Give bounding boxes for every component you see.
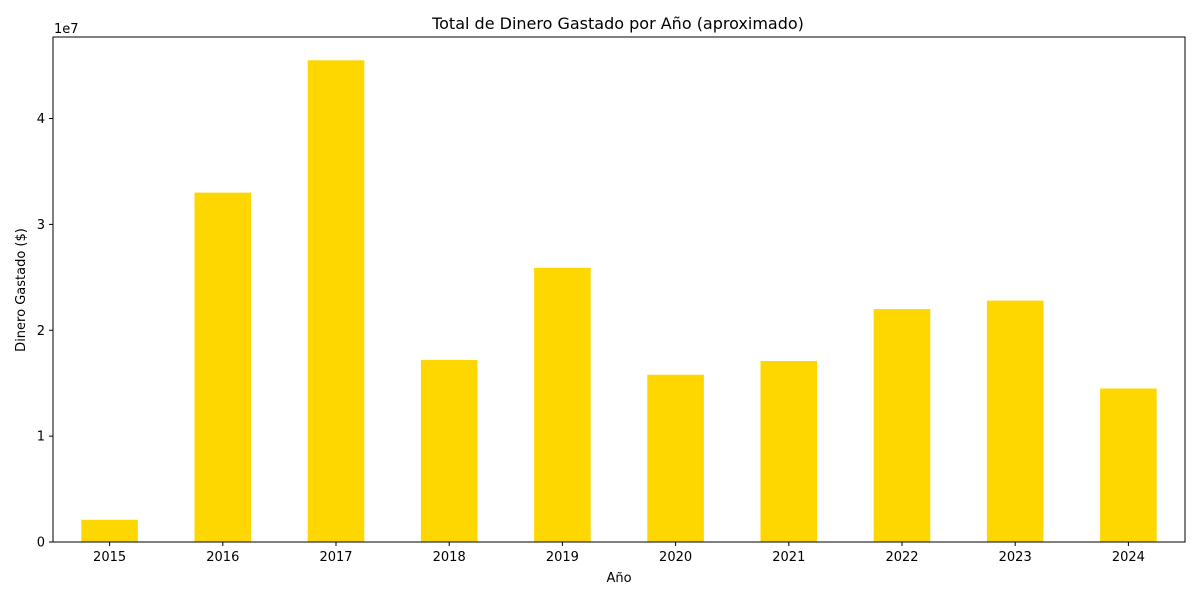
bar-2022 xyxy=(873,309,931,542)
x-tick-label-2024: 2024 xyxy=(1112,550,1145,565)
x-tick-label-2019: 2019 xyxy=(546,550,579,565)
x-tick-label-2018: 2018 xyxy=(433,550,466,565)
y-axis-label: Dinero Gastado ($) xyxy=(14,228,29,352)
bars-group xyxy=(81,60,1157,542)
x-tick-label-2016: 2016 xyxy=(206,550,239,565)
x-tick-label-2020: 2020 xyxy=(659,550,692,565)
x-tick-label-2023: 2023 xyxy=(999,550,1032,565)
plot-frame xyxy=(52,36,1186,543)
bar-2019 xyxy=(534,267,591,542)
bar-2021 xyxy=(760,360,818,542)
y-offset-label: 1e7 xyxy=(54,22,79,37)
x-tick-label-2021: 2021 xyxy=(772,550,805,565)
bar-2024 xyxy=(1100,388,1157,542)
chart-title: Total de Dinero Gastado por Año (aproxim… xyxy=(431,14,804,33)
x-tick-label-2015: 2015 xyxy=(93,550,126,565)
bar-2016 xyxy=(194,192,252,542)
x-tick-label-2017: 2017 xyxy=(319,550,352,565)
bar-2015 xyxy=(81,519,138,542)
bar-2018 xyxy=(420,359,478,542)
y-tick-label-0: 0 xyxy=(37,536,45,551)
bar-2023 xyxy=(986,300,1044,542)
y-tick-label-3: 3 xyxy=(37,218,45,233)
bar-2020 xyxy=(647,374,704,542)
x-axis-label: Año xyxy=(606,571,631,586)
y-axis-ticks: 0 1 2 3 4 xyxy=(37,112,53,551)
x-tick-label-2022: 2022 xyxy=(885,550,918,565)
bar-2017 xyxy=(307,60,365,542)
y-tick-label-4: 4 xyxy=(37,112,45,127)
y-tick-label-2: 2 xyxy=(37,324,45,339)
x-axis-ticks: 2015 2016 2017 2018 2019 2020 2021 2022 2023 2024 xyxy=(93,542,1145,565)
y-tick-label-1: 1 xyxy=(37,430,45,445)
